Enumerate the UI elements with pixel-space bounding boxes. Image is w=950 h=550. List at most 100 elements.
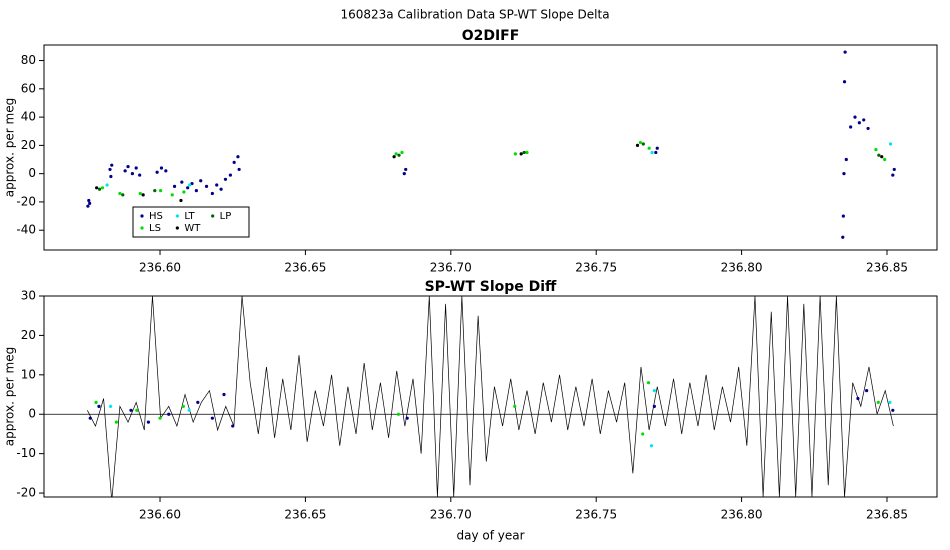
data-point — [865, 388, 869, 393]
data-point — [646, 381, 651, 385]
data-point — [877, 153, 881, 157]
data-point — [232, 160, 236, 164]
data-point — [100, 186, 105, 190]
x-axis-label: day of year — [456, 529, 524, 543]
data-point — [236, 155, 240, 159]
data-point — [223, 177, 228, 181]
data-point — [650, 150, 654, 155]
data-point — [179, 198, 183, 203]
data-point — [97, 187, 102, 191]
data-point — [519, 152, 523, 156]
data-point — [649, 444, 654, 448]
data-point — [118, 191, 122, 196]
data-point — [159, 189, 163, 193]
x-tick-label: 236.80 — [721, 261, 763, 275]
legend-marker — [175, 226, 179, 230]
data-point — [522, 150, 526, 155]
data-point — [404, 167, 408, 172]
data-point — [210, 416, 214, 420]
data-point — [513, 152, 517, 156]
legend-label: LP — [220, 211, 232, 222]
data-point — [199, 179, 203, 183]
data-point — [88, 201, 92, 205]
plot-area — [44, 296, 937, 497]
y-tick-label: 60 — [21, 81, 36, 95]
data-point — [222, 392, 226, 397]
legend-marker — [175, 214, 179, 218]
data-point — [853, 115, 857, 119]
data-line — [87, 296, 894, 497]
y-axis-label: approx. per meg — [3, 347, 17, 446]
data-point — [159, 166, 164, 170]
data-point — [843, 50, 847, 54]
y-tick-label: 80 — [21, 53, 36, 67]
data-point — [888, 142, 893, 146]
data-point — [891, 173, 895, 177]
data-point — [874, 148, 878, 152]
data-point — [842, 80, 847, 84]
data-point — [654, 150, 658, 155]
y-tick-label: -20 — [16, 194, 36, 208]
x-tick-label: 236.75 — [575, 508, 617, 522]
data-point — [172, 184, 177, 188]
data-point — [158, 416, 162, 420]
y-axis-label: approx. per meg — [3, 98, 17, 197]
data-point — [110, 163, 114, 167]
data-point — [164, 169, 168, 173]
data-point — [146, 420, 150, 424]
panel-title: O2DIFF — [462, 28, 520, 44]
data-point — [88, 416, 92, 420]
x-tick-label: 236.85 — [866, 508, 908, 522]
y-tick-label: 20 — [21, 138, 36, 152]
legend-box — [132, 206, 250, 238]
data-point — [153, 189, 157, 193]
data-point — [844, 157, 848, 162]
data-point — [126, 164, 130, 169]
y-tick-label: 0 — [28, 407, 36, 421]
y-tick-label: 10 — [21, 367, 36, 381]
y-tick-label: 40 — [21, 110, 36, 124]
page-title: 160823a Calibration Data SP-WT Slope Del… — [340, 8, 609, 22]
legend-marker — [140, 214, 144, 218]
data-point — [138, 173, 142, 177]
data-point — [167, 412, 171, 416]
data-point — [641, 142, 645, 146]
data-point — [188, 183, 192, 187]
data-point — [392, 155, 396, 159]
data-point — [647, 146, 651, 150]
data-point — [400, 150, 404, 155]
data-point — [652, 404, 656, 408]
data-point — [397, 153, 401, 157]
data-point — [405, 416, 409, 420]
data-point — [402, 172, 406, 176]
data-point — [228, 173, 232, 177]
x-tick-label: 236.85 — [866, 261, 908, 275]
data-point — [219, 187, 223, 191]
data-point — [891, 408, 895, 412]
y-tick-label: -40 — [16, 223, 36, 237]
data-point — [86, 204, 90, 208]
data-point — [513, 404, 517, 408]
plot-frame — [43, 295, 938, 498]
data-point — [130, 172, 134, 176]
data-point — [108, 404, 113, 408]
data-point — [396, 412, 401, 416]
data-point — [129, 408, 133, 412]
x-tick-label: 236.70 — [430, 261, 472, 275]
x-tick-label: 236.65 — [284, 508, 326, 522]
data-point — [108, 167, 112, 172]
x-tick-label: 236.60 — [139, 508, 181, 522]
data-point — [892, 167, 896, 172]
y-tick-label: 20 — [21, 328, 36, 342]
data-point — [857, 121, 861, 125]
data-point — [134, 166, 138, 170]
data-point — [841, 214, 845, 218]
data-point — [842, 172, 846, 176]
data-point — [652, 388, 656, 393]
data-point — [123, 169, 127, 173]
data-point — [181, 404, 185, 408]
data-point — [849, 125, 853, 129]
legend-label: HS — [149, 211, 163, 222]
data-point — [135, 408, 139, 412]
data-point — [190, 181, 194, 186]
